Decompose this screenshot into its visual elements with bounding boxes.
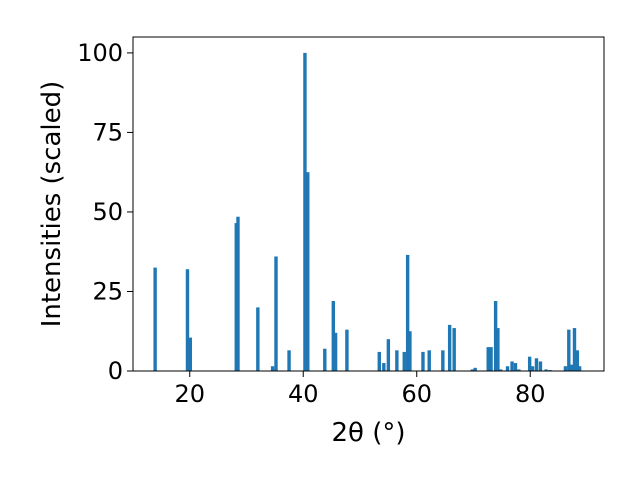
bar [427,350,431,371]
x-axis-label: 2θ (°) [331,418,405,448]
bar [421,351,425,371]
bar [408,331,412,371]
bar [486,347,490,371]
bar [377,351,381,371]
bar [270,366,275,371]
bar [274,256,278,371]
bar [517,369,521,371]
bar [405,254,410,371]
bar [496,328,500,371]
bar [505,366,510,371]
y-tick-label: 100 [77,39,123,67]
bar [185,269,190,371]
bar [345,329,349,371]
bar [473,367,477,371]
bar [441,350,445,371]
y-tick-label: 50 [92,198,123,226]
bar [489,347,493,371]
bar [493,301,498,371]
plot-frame [132,36,605,372]
bar-series [153,52,582,372]
y-tick-label: 75 [92,118,123,146]
bar [575,350,580,371]
x-tick-label: 40 [288,380,319,408]
bar [569,364,574,371]
bar [306,172,310,371]
y-tick-label: 0 [108,357,123,385]
bar [402,351,406,371]
bar [530,366,535,371]
bar [510,361,514,371]
bar [256,307,260,371]
bar [395,350,399,371]
bar [452,328,456,371]
bar [303,52,307,372]
bar [527,356,532,371]
x-tick-label: 60 [401,380,432,408]
bar [386,339,391,371]
bar [572,328,577,371]
bar [513,363,518,371]
bar [382,363,386,371]
y-axis-label: Intensities (scaled) [37,81,67,328]
bar [188,337,193,371]
bar [544,369,548,371]
bar [563,366,568,371]
bar [567,329,571,371]
bar [323,348,327,371]
y-axis: 0 25 50 75 100 [77,39,133,385]
bar [333,332,338,371]
x-axis: 20 40 60 80 [174,371,546,408]
bar [470,369,475,371]
bar [447,324,452,371]
x-tick-label: 80 [515,380,546,408]
bar [577,366,582,371]
bar [331,301,336,371]
x-tick-label: 20 [174,380,205,408]
bar [287,350,291,371]
bar [236,216,240,371]
bar [499,369,503,371]
bar [153,267,157,371]
y-tick-label: 25 [92,277,123,305]
bar [534,358,539,371]
bar [538,361,543,371]
